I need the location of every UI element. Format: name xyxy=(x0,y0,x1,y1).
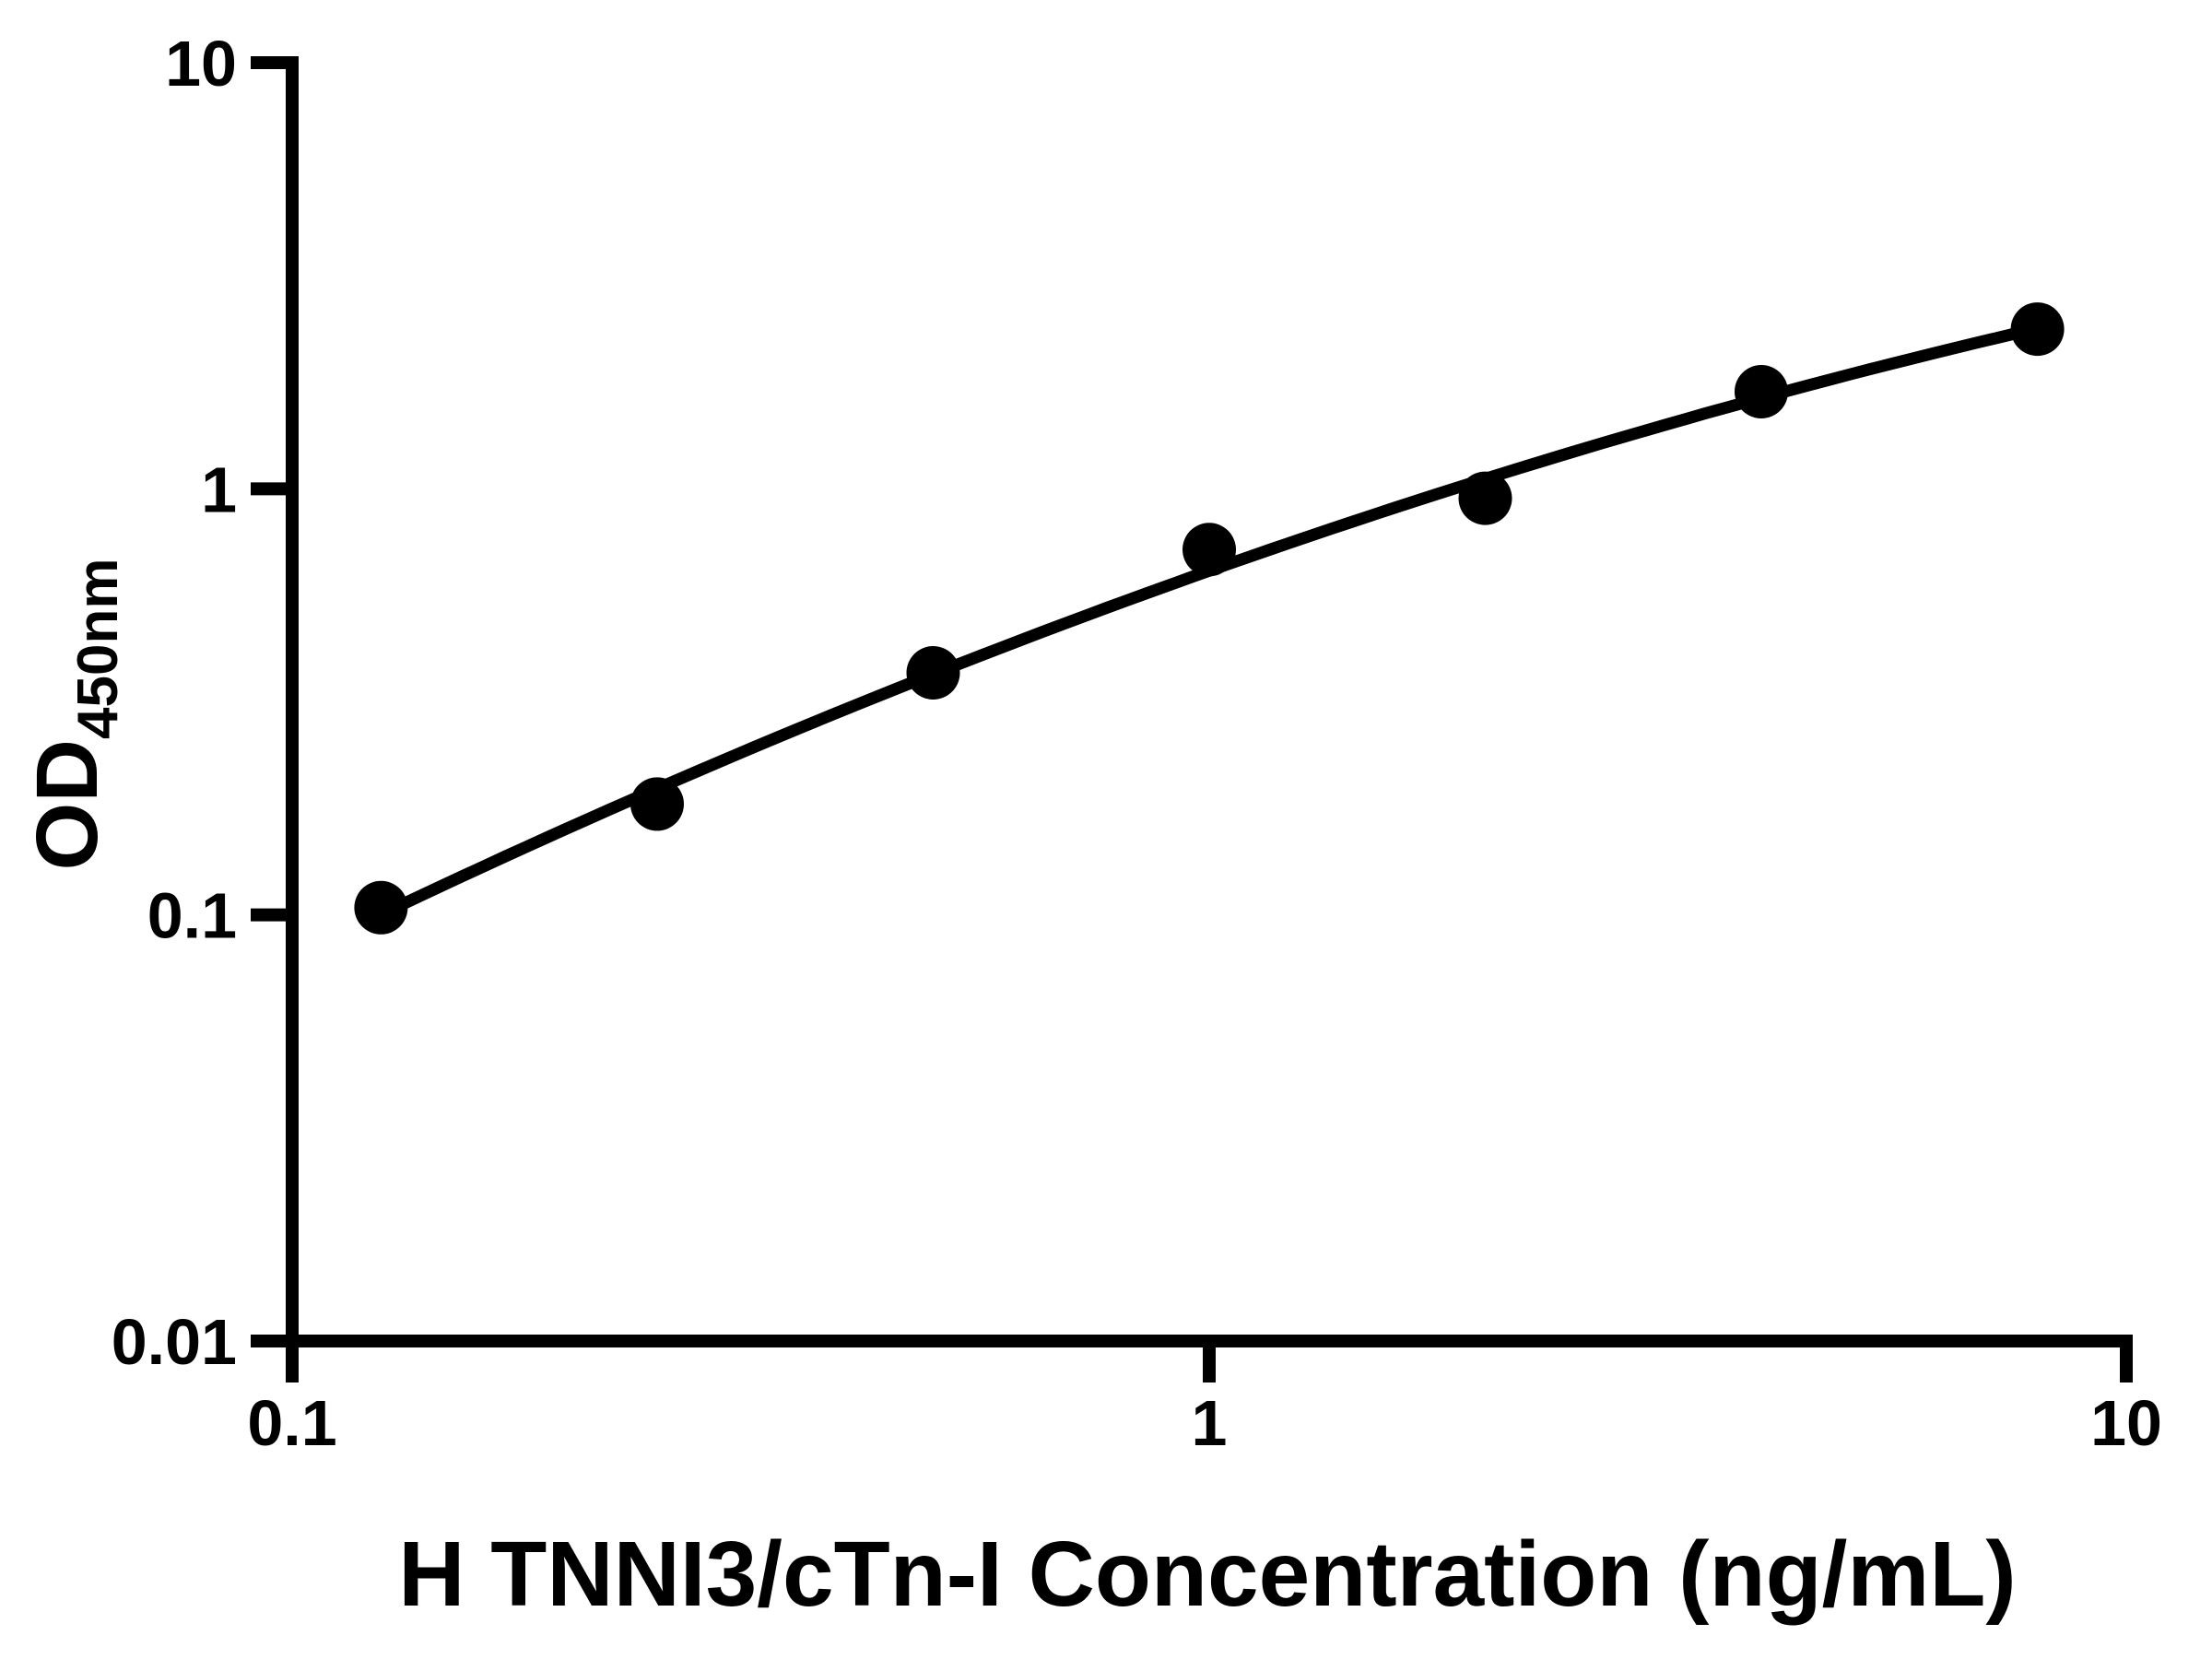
y-axis-title: OD450nm xyxy=(18,559,130,871)
y-tick-label: 0.01 xyxy=(112,1306,237,1378)
data-point-marker xyxy=(1182,523,1236,577)
y-tick-label: 1 xyxy=(201,453,237,525)
x-tick-label: 10 xyxy=(2090,1387,2162,1459)
x-axis-title: H TNNI3/cTn-I Concentration (ng/mL) xyxy=(398,1523,2016,1626)
x-axis-tick-labels: 0.1 1 10 xyxy=(247,1387,2162,1459)
data-point-marker xyxy=(2010,302,2065,357)
data-point-marker xyxy=(906,646,960,700)
axis-frame xyxy=(251,56,2133,1382)
data-points xyxy=(354,302,2065,935)
y-axis-title-main: OD xyxy=(18,739,116,871)
y-axis-tick-labels: 0.01 0.1 1 10 xyxy=(112,28,237,1378)
data-point-marker xyxy=(630,777,684,831)
y-tick-label: 10 xyxy=(165,28,237,100)
fit-curve-path xyxy=(374,322,2044,921)
data-point-marker xyxy=(1458,471,1512,525)
fitted-curve xyxy=(374,322,2044,921)
axes xyxy=(251,56,2133,1382)
data-point-marker xyxy=(354,880,408,935)
x-tick-label: 1 xyxy=(1192,1387,1228,1459)
data-point-marker xyxy=(1735,365,1788,418)
y-tick-label: 0.1 xyxy=(147,880,237,952)
y-axis-title-subscript: 450nm xyxy=(66,559,130,739)
x-tick-label: 0.1 xyxy=(247,1387,336,1459)
